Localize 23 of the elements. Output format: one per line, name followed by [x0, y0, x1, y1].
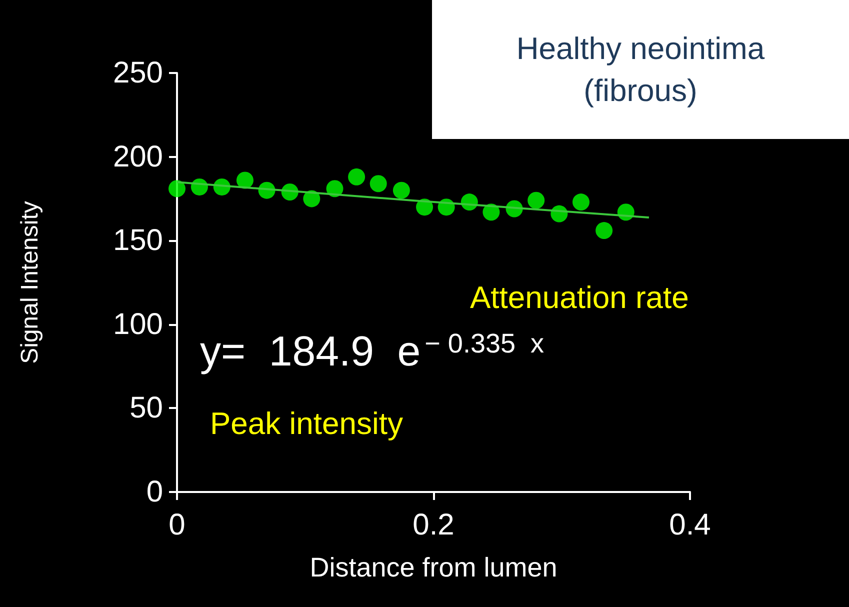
- point: [236, 172, 254, 189]
- x-tick-label: 0.2: [412, 508, 454, 542]
- point: [392, 182, 410, 199]
- point: [168, 180, 186, 198]
- point: [596, 222, 613, 240]
- title-card: Healthy neointima (fibrous): [432, 0, 849, 139]
- y-tick-label: 150: [112, 224, 163, 258]
- y-tick-label: 100: [112, 308, 163, 341]
- annotation: Peak intensity: [210, 406, 404, 441]
- y-axis-title: Signal Intensity: [16, 201, 44, 364]
- x-tick-label: 0: [168, 508, 186, 542]
- point: [528, 192, 545, 209]
- point: [370, 175, 387, 192]
- x-axis-title: Distance from lumen: [310, 552, 558, 582]
- annotation: Attenuation rate: [470, 280, 689, 315]
- y-tick-label: 200: [112, 140, 163, 174]
- y-tick-label: 250: [112, 56, 163, 90]
- x-tick-label: 0.4: [669, 508, 711, 542]
- point: [572, 194, 590, 211]
- chart-title: Healthy neointima (fibrous): [515, 30, 766, 110]
- y-tick-label: 50: [130, 392, 163, 425]
- point: [348, 168, 366, 186]
- y-tick-label: 0: [146, 476, 163, 508]
